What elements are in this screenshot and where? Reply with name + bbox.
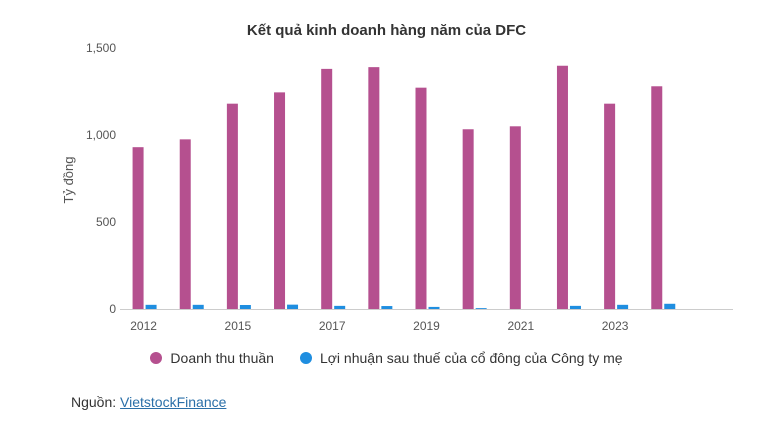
bar-revenue[interactable]: [462, 129, 474, 309]
legend-label-profit: Lợi nhuận sau thuế của cổ đông của Công …: [319, 350, 623, 366]
bar-profit[interactable]: [145, 304, 157, 309]
legend-marker-revenue: [150, 352, 163, 364]
legend-marker-profit: [299, 352, 312, 364]
bar-revenue[interactable]: [604, 103, 616, 310]
y-axis: 0 500 1,000 1,500 Tỷ đồng: [61, 41, 116, 316]
bars: [132, 65, 676, 310]
y-axis-label: Tỷ đồng: [61, 157, 76, 204]
bar-revenue[interactable]: [556, 65, 568, 309]
y-tick-label: 1,000: [86, 128, 116, 142]
x-tick-label: 2017: [319, 319, 346, 333]
x-tick-label: 2021: [507, 319, 534, 333]
bar-profit[interactable]: [239, 304, 251, 309]
bar-profit[interactable]: [475, 308, 487, 309]
x-tick-label: 2019: [413, 319, 440, 333]
bar-revenue[interactable]: [226, 103, 238, 310]
source-note: Nguồn: VietstockFinance: [71, 394, 226, 410]
legend-label-revenue: Doanh thu thuần: [170, 350, 274, 366]
legend: Doanh thu thuần Lợi nhuận sau thuế của c…: [0, 350, 773, 366]
bar-revenue[interactable]: [179, 139, 191, 309]
bar-revenue[interactable]: [321, 68, 333, 309]
bar-profit[interactable]: [664, 303, 676, 309]
x-axis: 2012 2015 2017 2019 2021 2023: [120, 309, 733, 333]
legend-item-revenue[interactable]: Doanh thu thuần: [150, 350, 274, 366]
bar-profit[interactable]: [192, 304, 204, 309]
x-tick-label: 2012: [130, 319, 157, 333]
source-label: Nguồn:: [71, 394, 117, 410]
bar-profit[interactable]: [617, 304, 629, 309]
x-tick-label: 2015: [225, 319, 252, 333]
bar-profit[interactable]: [428, 306, 440, 309]
bar-profit[interactable]: [381, 306, 393, 309]
bar-profit[interactable]: [569, 305, 581, 309]
y-tick-label: 1,500: [86, 41, 116, 55]
bar-profit[interactable]: [334, 305, 346, 309]
bar-revenue[interactable]: [368, 67, 380, 309]
bar-revenue[interactable]: [415, 87, 427, 309]
bar-profit[interactable]: [287, 304, 299, 309]
y-tick-label: 500: [96, 215, 116, 229]
x-tick-label: 2023: [602, 319, 629, 333]
bar-revenue[interactable]: [651, 86, 663, 309]
bar-revenue[interactable]: [509, 126, 521, 309]
source-link[interactable]: VietstockFinance: [120, 394, 227, 410]
bar-revenue[interactable]: [132, 147, 144, 309]
chart-title: Kết quả kinh doanh hàng năm của DFC: [246, 22, 527, 39]
legend-item-profit[interactable]: Lợi nhuận sau thuế của cổ đông của Công …: [299, 350, 623, 366]
bar-revenue[interactable]: [274, 92, 286, 310]
y-tick-label: 0: [109, 302, 116, 316]
